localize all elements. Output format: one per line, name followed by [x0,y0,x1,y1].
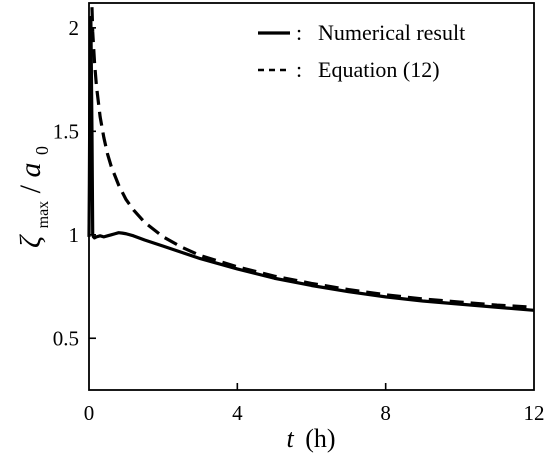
x-tick-label: 0 [84,401,95,425]
x-axis-unit: (h) [305,424,335,453]
legend-label-equation-12: Equation (12) [318,57,440,82]
x-axis-label: t (h) [286,424,335,453]
y-axis-a-subscript: 0 [32,146,52,155]
series-line-numerical-result [87,15,535,312]
axis-tick-labels: 0 4 8 12 0.5 1 1.5 2 [53,16,545,425]
legend-label-numerical-result: Numerical result [318,20,465,45]
y-axis-label: ζ max / a 0 [14,146,55,248]
y-tick-label: 1 [69,223,80,247]
y-tick-label: 1.5 [53,119,79,143]
x-tick-label: 12 [524,401,545,425]
y-tick-label: 0.5 [53,326,79,350]
legend-colon-1: : [296,20,302,45]
y-axis-zeta: ζ [14,234,47,248]
y-axis-zeta-subscript: max [35,201,52,229]
x-tick-label: 8 [380,401,391,425]
plot-frame [88,2,535,391]
series-line-equation-12 [90,7,535,309]
legend: : Numerical result : Equation (12) [258,20,465,82]
y-axis-a: a [14,162,47,177]
data-series [87,7,535,312]
y-tick-label: 2 [69,16,80,40]
axis-ticks [89,27,387,390]
y-axis-slash: / [14,184,47,193]
legend-colon-2: : [296,57,302,82]
x-axis-variable: t [286,424,294,453]
x-tick-label: 4 [232,401,243,425]
